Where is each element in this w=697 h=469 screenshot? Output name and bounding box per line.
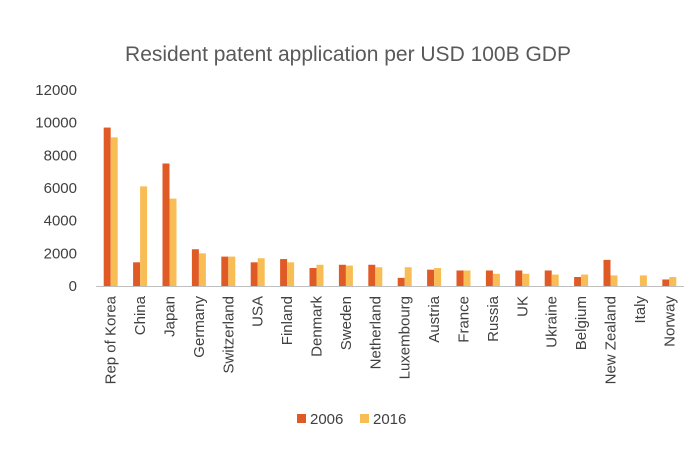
bar-2016-norway: [669, 277, 677, 286]
y-tick-label: 12000: [35, 82, 77, 99]
x-tick-label: France: [456, 296, 473, 343]
x-tick-label: Russia: [485, 295, 502, 342]
x-tick-label: Finland: [279, 296, 296, 345]
bar-2006-rep-of-korea: [103, 127, 111, 286]
legend-label-2016: 2016: [373, 411, 406, 428]
bar-2006-usa: [250, 262, 258, 286]
legend-swatch-2016: [360, 414, 369, 423]
bar-2006-luxembourg: [397, 277, 405, 286]
bar-2016-china: [140, 186, 148, 286]
bar-2016-austria: [434, 268, 442, 286]
bar-2006-china: [133, 262, 141, 286]
bar-2016-switzerland: [228, 256, 236, 286]
bar-2016-new-zealand: [610, 275, 618, 286]
bar-2016-germany: [198, 253, 206, 286]
y-axis: 0 2000 4000 6000 8000 10000 12000: [35, 82, 684, 295]
x-tick-label: China: [132, 295, 149, 335]
x-tick-label: Netherland: [367, 296, 384, 369]
bar-2006-norway: [662, 279, 670, 286]
y-tick-label: 8000: [44, 147, 77, 164]
bar-2016-ukraine: [551, 274, 559, 286]
y-tick-label: 4000: [44, 213, 77, 230]
y-tick-label: 6000: [44, 180, 77, 197]
bar-2016-luxembourg: [404, 267, 412, 286]
bar-2006-russia: [485, 270, 493, 286]
legend-label-2006: 2006: [310, 411, 343, 428]
bar-2016-russia: [492, 273, 500, 286]
bar-2016-italy: [639, 275, 647, 286]
x-tick-label: Luxembourg: [397, 296, 414, 379]
x-tick-label: Switzerland: [220, 296, 237, 374]
bar-2016-france: [463, 270, 471, 286]
bar-2016-uk: [522, 273, 530, 286]
x-tick-label: Rep of Korea: [103, 295, 120, 384]
bar-2006-finland: [280, 259, 288, 286]
bar-2016-japan: [169, 198, 177, 286]
x-tick-label: Italy: [632, 296, 649, 324]
bar-2016-rep-of-korea: [110, 137, 118, 286]
x-tick-label: Belgium: [573, 296, 590, 350]
bar-2016-belgium: [581, 274, 589, 286]
x-tick-label: UK: [514, 296, 531, 317]
bar-2016-denmark: [316, 264, 324, 286]
bar-2006-japan: [162, 163, 170, 286]
bar-2006-belgium: [574, 277, 582, 286]
x-tick-label: Austria: [426, 295, 443, 342]
bar-2006-switzerland: [221, 256, 229, 286]
bar-2006-germany: [191, 249, 199, 286]
bar-2016-sweden: [345, 265, 353, 286]
bar-2016-finland: [287, 262, 295, 286]
x-tick-label: Denmark: [309, 296, 326, 357]
x-axis: Rep of Korea China Japan Germany Switzerland…: [103, 295, 679, 384]
x-tick-label: Norway: [661, 296, 678, 347]
bar-2006-france: [456, 270, 464, 286]
bar-2016-usa: [257, 258, 265, 286]
bar-2006-denmark: [309, 268, 317, 286]
x-tick-label: Japan: [162, 296, 179, 337]
bar-2006-ukraine: [544, 270, 552, 286]
x-tick-label: Sweden: [338, 296, 355, 350]
y-tick-label: 2000: [44, 245, 77, 262]
bar-2006-austria: [427, 269, 435, 286]
bar-2006-new-zealand: [603, 259, 611, 286]
x-tick-label: Ukraine: [544, 296, 561, 348]
bar-2006-sweden: [338, 264, 346, 286]
bar-2006-netherland: [368, 264, 376, 286]
y-tick-label: 0: [69, 278, 77, 295]
chart-title: Resident patent application per USD 100B…: [125, 43, 571, 66]
bars: [103, 127, 677, 286]
legend-swatch-2006: [297, 414, 306, 423]
bar-2006-uk: [515, 270, 523, 286]
x-tick-label: Germany: [191, 296, 208, 358]
bar-2016-netherland: [375, 267, 383, 286]
x-tick-label: New Zealand: [603, 296, 620, 384]
y-tick-label: 10000: [35, 115, 77, 132]
legend: 2006 2016: [297, 411, 406, 428]
x-tick-label: USA: [250, 296, 267, 327]
